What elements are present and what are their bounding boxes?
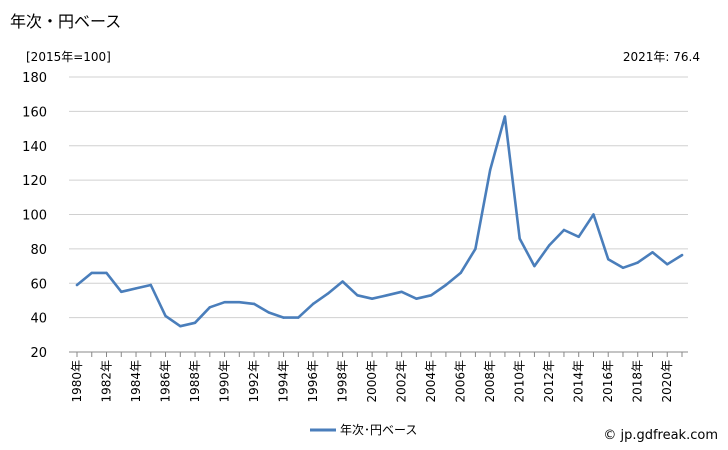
legend: 年次･円ベース [310,423,417,437]
data-point [592,213,595,216]
data-point [134,287,138,290]
x-tick-label: 2020年 [660,360,674,403]
data-point [193,321,197,324]
data-point [105,271,108,275]
x-tick-label: 1994年 [277,360,291,403]
data-point [179,325,182,328]
data-point [282,316,285,319]
data-point [621,266,625,269]
x-tick-label: 1990年 [218,360,232,403]
x-tick-label: 2002年 [395,360,409,403]
data-point [577,235,580,239]
data-point [488,168,492,172]
data-point [370,297,374,300]
data-point [547,244,551,247]
series-layer [75,115,684,328]
x-tick-label: 1980年 [70,360,84,403]
data-point [429,294,433,297]
data-point [503,115,507,118]
y-tick-label: 40 [30,312,47,327]
x-tick-label: 2016年 [601,360,615,403]
data-point [267,311,271,314]
y-axis-unit-label: [2015年=100] [26,50,111,64]
data-point [341,280,344,283]
gridlines [69,76,688,319]
x-tick-label: 2000年 [365,360,379,403]
data-point [208,306,212,309]
y-tick-label: 100 [22,209,47,224]
x-tick-label: 1984年 [129,360,143,403]
data-point [444,283,448,287]
legend-label: 年次･円ベース [340,423,417,437]
x-tick-label: 2010年 [513,360,527,403]
x-tick-label: 2006年 [454,360,468,403]
chart-title: 年次・円ベース [10,12,122,31]
y-tick-label: 120 [22,174,47,189]
data-point [149,283,152,287]
data-point [666,263,669,266]
data-point [518,237,521,240]
x-tick-label: 1996年 [306,360,320,403]
latest-value-annotation: 2021年: 76.4 [622,50,700,64]
y-tick-label: 140 [22,140,47,155]
data-point [474,247,477,251]
x-tick-label: 1988年 [188,360,202,403]
data-point [680,253,684,257]
y-tick-label: 60 [30,277,47,292]
data-point [297,316,300,319]
data-point [636,261,639,264]
data-point [311,302,315,306]
data-point [223,300,226,304]
y-tick-label: 80 [30,243,47,258]
data-point [90,271,93,275]
data-point [164,314,167,318]
data-point [252,302,256,306]
y-tick-label: 180 [22,71,47,86]
y-tick-label: 20 [30,346,47,361]
x-tick-label: 1998年 [336,360,350,403]
data-point [607,257,610,261]
data-point [400,290,403,294]
data-point [238,300,241,304]
series-line-0 [75,115,684,328]
data-point [562,228,566,232]
data-point [459,271,462,275]
x-tick-label: 1992年 [247,360,261,403]
data-point [415,297,418,300]
y-tick-labels: 20 40 60 80 100 120 140 160 180 [22,71,47,361]
data-point [385,294,389,297]
x-tick-label: 2012年 [542,360,556,403]
x-axis: 1980年 1982年 1984年 1986年 1988年 1990年 1992年 1994年… [69,351,688,403]
y-tick-label: 160 [22,105,47,120]
x-tick-label: 2014年 [572,360,586,403]
x-tick-label: 1982年 [100,360,114,403]
x-tick-label: 2018年 [631,360,645,403]
data-point [356,294,359,297]
source-credit: © jp.gdfreak.com [603,428,718,443]
x-tick-label: 2008年 [483,360,497,403]
data-point [75,283,79,287]
data-point [651,251,654,254]
data-point [326,292,330,295]
data-point [533,264,536,268]
data-point [120,290,123,294]
x-tick-label: 1986年 [159,360,173,403]
x-tick-label: 2004年 [424,360,438,403]
